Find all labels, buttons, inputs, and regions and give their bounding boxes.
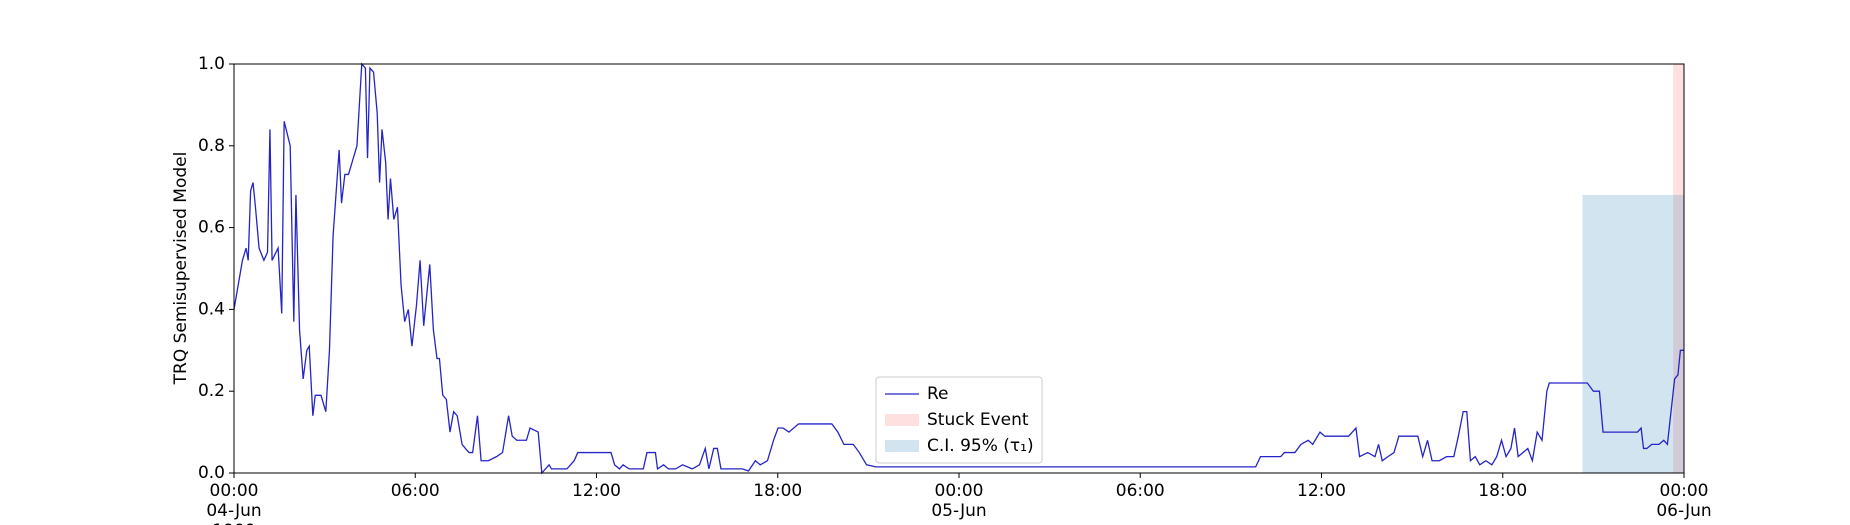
x-tick-label: 00:00: [935, 481, 984, 501]
y-tick-label: 0.0: [198, 463, 225, 483]
y-tick-label: 1.0: [198, 54, 225, 74]
y-tick-label: 0.8: [198, 136, 225, 156]
legend-label: Re: [927, 384, 949, 404]
x-tick-date: 04-Jun: [206, 501, 261, 521]
x-tick-label: 18:00: [1478, 481, 1527, 501]
legend-swatch: [885, 440, 919, 452]
y-tick-label: 0.2: [198, 381, 225, 401]
legend-label: C.I. 95% (τ₁): [927, 436, 1034, 456]
x-tick-date: 06-Jun: [1656, 501, 1711, 521]
x-tick-label: 00:00: [1660, 481, 1709, 501]
legend-box: [875, 376, 1043, 464]
x-tick-date: 05-Jun: [931, 501, 986, 521]
data-line: [233, 62, 1684, 475]
span: [1582, 194, 1684, 473]
y-tick-label: 0.4: [198, 299, 225, 319]
x-tick-label: 00:00: [210, 481, 259, 501]
x-tick-label: 12:00: [572, 481, 621, 501]
x-tick-label: 06:00: [391, 481, 440, 501]
x-tick-label: 06:00: [1116, 481, 1165, 501]
span: [1673, 64, 1684, 473]
legend-swatch: [885, 414, 919, 426]
x-tick-year: 1900: [212, 521, 255, 525]
legend-label: Stuck Event: [927, 410, 1029, 430]
y-tick-label: 0.6: [198, 218, 225, 238]
x-tick-label: 18:00: [753, 481, 802, 501]
y-axis-label: TRQ Semisupervised Model: [171, 152, 191, 386]
x-tick-label: 12:00: [1297, 481, 1346, 501]
